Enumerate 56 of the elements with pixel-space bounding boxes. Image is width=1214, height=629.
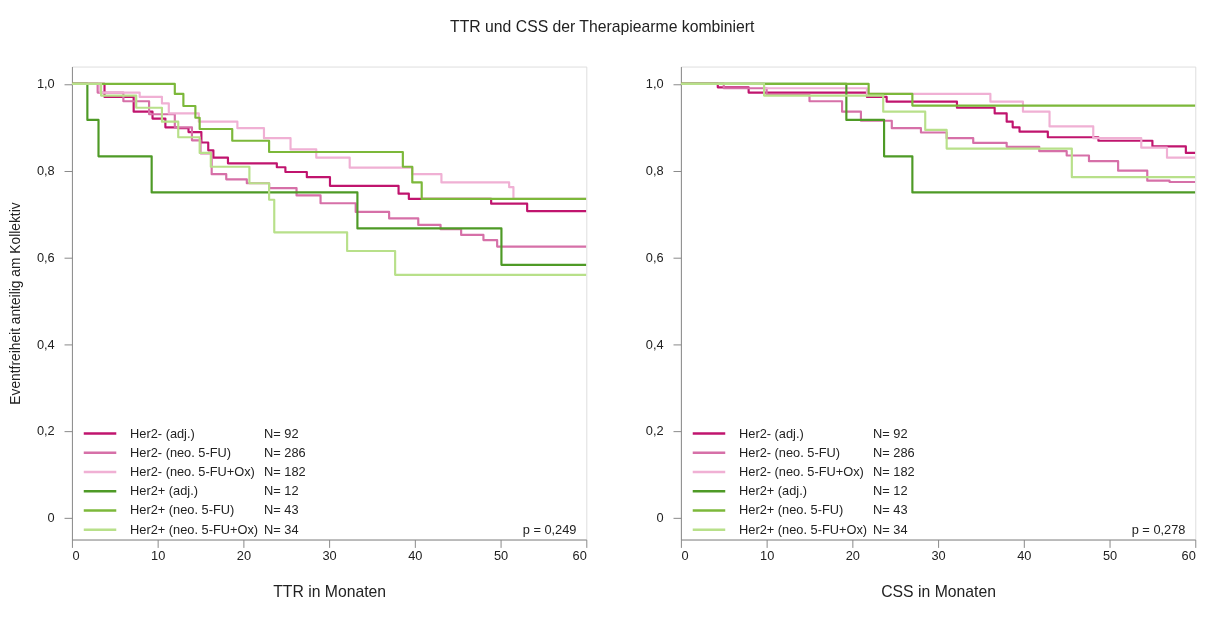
annotation: N= 92 — [873, 425, 908, 441]
x-axis-title: CSS in Monaten — [881, 583, 996, 601]
annotation: N= 34 — [873, 521, 908, 537]
annotation: N= 182 — [264, 463, 306, 479]
y-tick-label: 0 — [656, 510, 664, 526]
y-tick-label: 0,2 — [645, 423, 664, 439]
y-axis-title: Eventfreiheit anteilig am Kollektiv — [8, 202, 24, 405]
x-tick-label: 40 — [408, 547, 423, 563]
annotation: N= 286 — [264, 444, 306, 460]
legend-label: Her2+ (neo. 5-FU) — [739, 502, 844, 518]
y-tick-label: 0 — [47, 510, 55, 526]
annotation: p = 0,249 — [522, 521, 577, 537]
x-tick-label: 20 — [236, 547, 251, 563]
x-tick-label: 0 — [681, 547, 689, 563]
annotation: N= 182 — [873, 463, 915, 479]
annotation: N= 43 — [873, 502, 908, 518]
annotation: N= 34 — [264, 521, 299, 537]
y-tick-label: 1,0 — [645, 76, 664, 92]
annotation: N= 12 — [264, 483, 299, 499]
legend-label: Her2+ (neo. 5-FU+Ox) — [130, 521, 259, 537]
x-tick-label: 0 — [72, 547, 80, 563]
x-tick-label: 40 — [1017, 547, 1032, 563]
annotation: p = 0,278 — [1131, 521, 1186, 537]
y-tick-label: 0,2 — [36, 423, 55, 439]
annotation: N= 12 — [873, 483, 908, 499]
y-tick-label: 0,8 — [36, 163, 55, 179]
x-tick-label: 50 — [493, 547, 509, 563]
legend-label: Her2+ (adj.) — [739, 483, 807, 499]
x-tick-label: 50 — [1102, 547, 1118, 563]
legend-label: Her2- (neo. 5-FU) — [739, 444, 841, 460]
y-tick-label: 0,4 — [36, 336, 55, 352]
y-tick-label: 0,6 — [645, 249, 664, 265]
legend-label: Her2+ (adj.) — [130, 483, 198, 499]
annotation: N= 286 — [873, 444, 915, 460]
legend-label: Her2- (adj.) — [739, 425, 804, 441]
legend-label: Her2- (neo. 5-FU) — [130, 444, 232, 460]
annotation: N= 92 — [264, 425, 299, 441]
y-tick-label: 0,4 — [645, 336, 664, 352]
y-tick-label: 1,0 — [36, 76, 55, 92]
chart-title: TTR und CSS der Therapiearme kombiniert — [450, 17, 756, 35]
legend-label: Her2+ (neo. 5-FU) — [130, 502, 235, 518]
y-tick-label: 0,8 — [645, 163, 664, 179]
y-tick-label: 0,6 — [36, 249, 55, 265]
x-tick-label: 20 — [845, 547, 860, 563]
legend-label: Her2- (neo. 5-FU+Ox) — [130, 463, 255, 479]
x-tick-label: 60 — [572, 547, 587, 563]
x-tick-label: 60 — [1181, 547, 1196, 563]
x-tick-label: 10 — [760, 547, 775, 563]
x-tick-label: 30 — [322, 547, 337, 563]
annotation: N= 43 — [264, 502, 299, 518]
x-axis-title: TTR in Monaten — [273, 583, 387, 601]
x-tick-label: 10 — [151, 547, 166, 563]
x-tick-label: 30 — [931, 547, 946, 563]
legend-label: Her2- (adj.) — [130, 425, 195, 441]
legend-label: Her2+ (neo. 5-FU+Ox) — [739, 521, 868, 537]
legend-label: Her2- (neo. 5-FU+Ox) — [739, 463, 864, 479]
